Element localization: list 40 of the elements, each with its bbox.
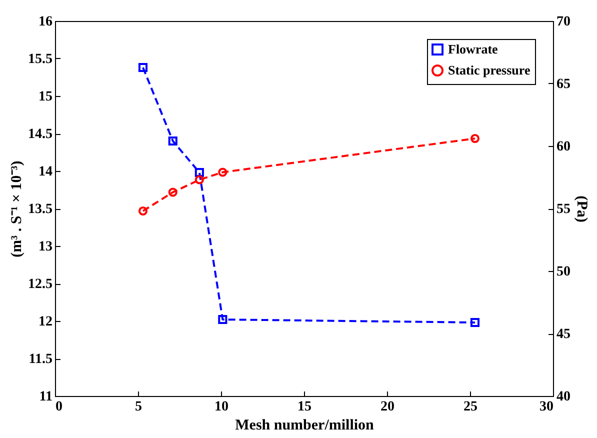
point <box>168 136 178 146</box>
point <box>218 314 228 324</box>
point <box>194 168 204 178</box>
x-tick-label: 0 <box>56 400 62 414</box>
legend-label: Flowrate <box>448 42 498 56</box>
y-tick-label: 12.5 <box>28 277 52 292</box>
point <box>138 206 148 216</box>
y-tick-label: 13.5 <box>28 202 52 217</box>
y2-tick-label: 70 <box>556 14 570 30</box>
y-tick-label: 14 <box>38 164 52 180</box>
x-tick-label: 25 <box>464 400 478 414</box>
point <box>218 168 228 177</box>
y2-tick-label: 45 <box>556 327 570 342</box>
x-tick-label: 15 <box>298 400 312 414</box>
y2-tick-label: 65 <box>556 77 570 92</box>
x-tick-label: 5 <box>135 400 142 414</box>
y2-tick-label: 60 <box>556 140 570 154</box>
y2-tick-label: 40 <box>556 390 570 404</box>
y2-tick-label: 55 <box>556 202 570 217</box>
y2-axis-title: (Pa) <box>574 196 590 222</box>
y-tick-label: 15 <box>38 90 52 104</box>
y-tick-label: 15.5 <box>28 52 52 67</box>
y-tick-label: 14.5 <box>28 127 52 142</box>
x-tick-label: 10 <box>214 400 228 414</box>
y2-tick-label: 50 <box>556 264 570 280</box>
y-tick-label: 13 <box>38 240 52 254</box>
point <box>470 134 480 144</box>
x-tick-label: 20 <box>380 400 394 414</box>
y-axis-title: (m³ . S⁻¹ × 10⁻³) <box>9 160 25 258</box>
point <box>470 318 480 328</box>
point <box>138 62 148 72</box>
y-tick-label: 11.5 <box>28 352 52 367</box>
x-tick-label: 30 <box>540 400 554 414</box>
legend-label: Static pressure <box>448 62 530 78</box>
point <box>168 188 178 197</box>
y-tick-label: 11 <box>39 390 52 404</box>
x-axis-title: Mesh number/million <box>235 418 375 434</box>
y-tick-label: 16 <box>38 14 52 30</box>
y-tick-label: 12 <box>38 314 52 330</box>
point <box>194 175 204 184</box>
